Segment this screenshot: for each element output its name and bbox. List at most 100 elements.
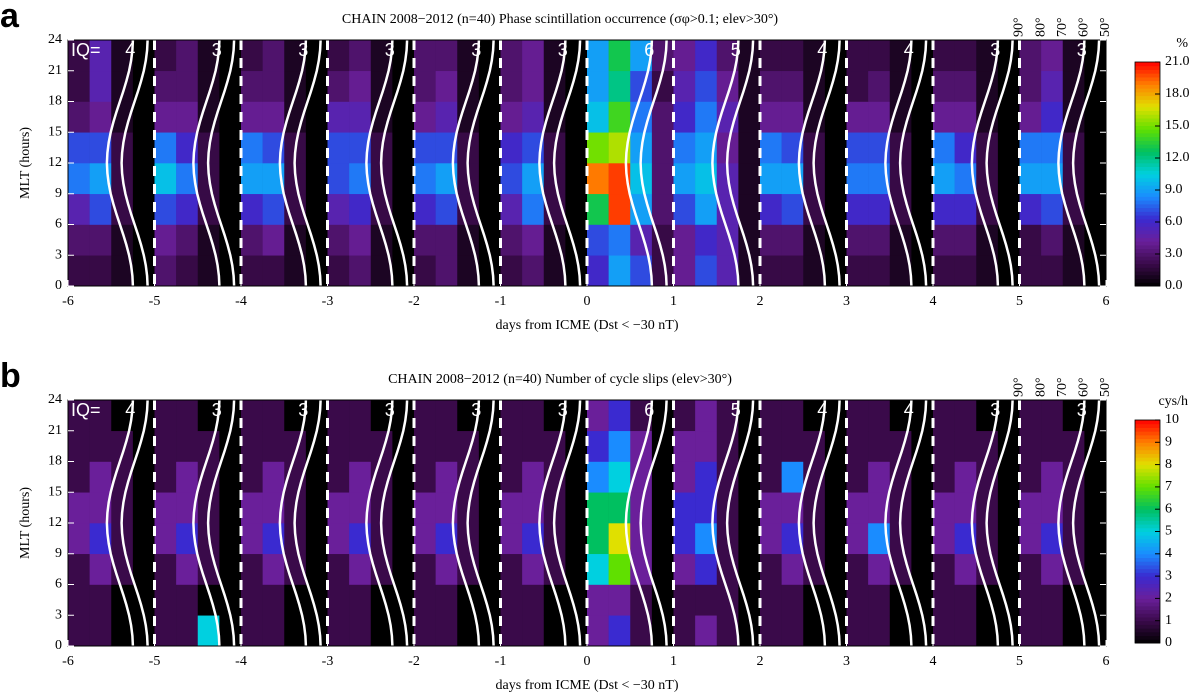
heatmap-cell bbox=[349, 584, 372, 616]
heatmap-cell bbox=[89, 224, 112, 256]
latitude-label: 50° bbox=[1098, 17, 1113, 37]
heatmap-cell bbox=[803, 40, 826, 72]
heatmap-cell bbox=[954, 584, 977, 616]
heatmap-cell bbox=[305, 40, 328, 72]
heatmap-cell bbox=[478, 101, 501, 133]
heatmap-cell bbox=[997, 492, 1020, 524]
x-tick-label: 3 bbox=[843, 654, 850, 669]
colorbar-swatch bbox=[1135, 166, 1160, 171]
colorbar-swatch bbox=[1135, 524, 1160, 529]
heatmap-cell bbox=[1062, 255, 1085, 287]
heatmap-cell bbox=[132, 492, 155, 524]
x-tick-label: 0 bbox=[584, 654, 591, 669]
heatmap-cell bbox=[824, 492, 847, 524]
heatmap-cell bbox=[695, 400, 718, 432]
heatmap-cell bbox=[154, 400, 177, 432]
heatmap-cell bbox=[241, 615, 263, 647]
colorbar-swatch bbox=[1135, 76, 1160, 82]
heatmap-cell bbox=[241, 101, 263, 133]
heatmap-cell bbox=[219, 101, 242, 133]
iq-value: 3 bbox=[1077, 40, 1087, 60]
x-tick-label: 5 bbox=[1016, 294, 1023, 309]
colorbar-swatch bbox=[1135, 446, 1160, 451]
heatmap-cell bbox=[997, 400, 1020, 432]
iq-value: 4 bbox=[904, 400, 914, 420]
heatmap-cell bbox=[1019, 584, 1042, 616]
heatmap-cell bbox=[673, 193, 696, 225]
heatmap-cell bbox=[565, 461, 588, 493]
heatmap-cell bbox=[176, 70, 199, 102]
colorbar-swatch bbox=[1135, 233, 1160, 238]
latitude-curve bbox=[985, 399, 1014, 647]
heatmap-cell bbox=[176, 224, 199, 256]
heatmap-cell bbox=[305, 101, 328, 133]
heatmap-cell bbox=[349, 615, 372, 647]
colorbar-swatch bbox=[1135, 516, 1160, 521]
latitude-curve bbox=[970, 39, 1000, 287]
heatmap-cell bbox=[262, 553, 285, 585]
heatmap-cell bbox=[392, 101, 415, 133]
heatmap-cell bbox=[154, 523, 177, 555]
colorbar-swatch bbox=[1135, 542, 1160, 547]
heatmap-cell bbox=[176, 553, 199, 585]
heatmap-cell bbox=[522, 255, 545, 287]
latitude-curve bbox=[711, 39, 740, 287]
heatmap-cell bbox=[457, 615, 480, 647]
colorbar-swatch bbox=[1135, 196, 1160, 201]
colorbar-swatch bbox=[1135, 486, 1160, 492]
colorbar-swatch bbox=[1135, 200, 1160, 205]
colorbar-swatch bbox=[1135, 434, 1160, 440]
heatmap-cell bbox=[176, 400, 199, 432]
heatmap-cell bbox=[673, 255, 696, 287]
heatmap-cell bbox=[587, 255, 609, 287]
colorbar-swatch bbox=[1135, 80, 1160, 85]
heatmap-cell bbox=[132, 193, 155, 225]
heatmap-cell bbox=[673, 101, 696, 133]
heatmap-cell bbox=[824, 461, 847, 493]
heatmap-cell bbox=[933, 101, 955, 133]
heatmap-cell bbox=[68, 461, 90, 493]
heatmap-cell bbox=[414, 584, 436, 616]
heatmap-cell bbox=[219, 615, 242, 647]
colorbar-swatch bbox=[1135, 222, 1160, 227]
heatmap-cell bbox=[954, 400, 977, 432]
iq-value: 3 bbox=[990, 400, 1000, 420]
heatmap-cell bbox=[132, 461, 155, 493]
heatmap-cell bbox=[673, 492, 696, 524]
heatmap-cell bbox=[154, 224, 177, 256]
heatmap-cell bbox=[219, 132, 242, 164]
heatmap-cell bbox=[868, 553, 891, 585]
heatmap-cell bbox=[1041, 224, 1064, 256]
colorbar-tick-label: 6.0 bbox=[1165, 214, 1183, 229]
heatmap-cell bbox=[1019, 132, 1042, 164]
heatmap-cell bbox=[89, 461, 112, 493]
heatmap-cell bbox=[241, 461, 263, 493]
latitude-curve bbox=[293, 39, 322, 287]
x-tick-label: -2 bbox=[408, 294, 420, 309]
colorbar-swatch bbox=[1135, 278, 1160, 283]
heatmap-cell bbox=[68, 193, 90, 225]
heatmap-cell bbox=[370, 40, 393, 72]
heatmap-cell bbox=[349, 430, 372, 462]
heatmap-cell bbox=[500, 255, 523, 287]
heatmap-cell bbox=[1084, 255, 1107, 287]
heatmap-cell bbox=[154, 492, 177, 524]
heatmap-cell bbox=[565, 132, 588, 164]
heatmap-cell bbox=[630, 615, 653, 647]
colorbar-swatch bbox=[1135, 267, 1160, 272]
heatmap-cell bbox=[1041, 193, 1064, 225]
heatmap-cell bbox=[284, 400, 307, 432]
heatmap-cell bbox=[781, 584, 804, 616]
colorbar-swatch bbox=[1135, 520, 1160, 525]
heatmap-cell bbox=[241, 132, 263, 164]
heatmap-cell bbox=[587, 224, 609, 256]
heatmap-cell bbox=[760, 132, 782, 164]
iq-value: 6 bbox=[644, 40, 654, 60]
heatmap-cell bbox=[349, 101, 372, 133]
heatmap-cell bbox=[911, 492, 934, 524]
colorbar-tick-label: 9.0 bbox=[1165, 182, 1183, 197]
heatmap-cell bbox=[392, 163, 415, 195]
colorbar-swatch bbox=[1135, 527, 1160, 532]
heatmap-cell bbox=[349, 224, 372, 256]
colorbar-swatch bbox=[1135, 132, 1160, 138]
